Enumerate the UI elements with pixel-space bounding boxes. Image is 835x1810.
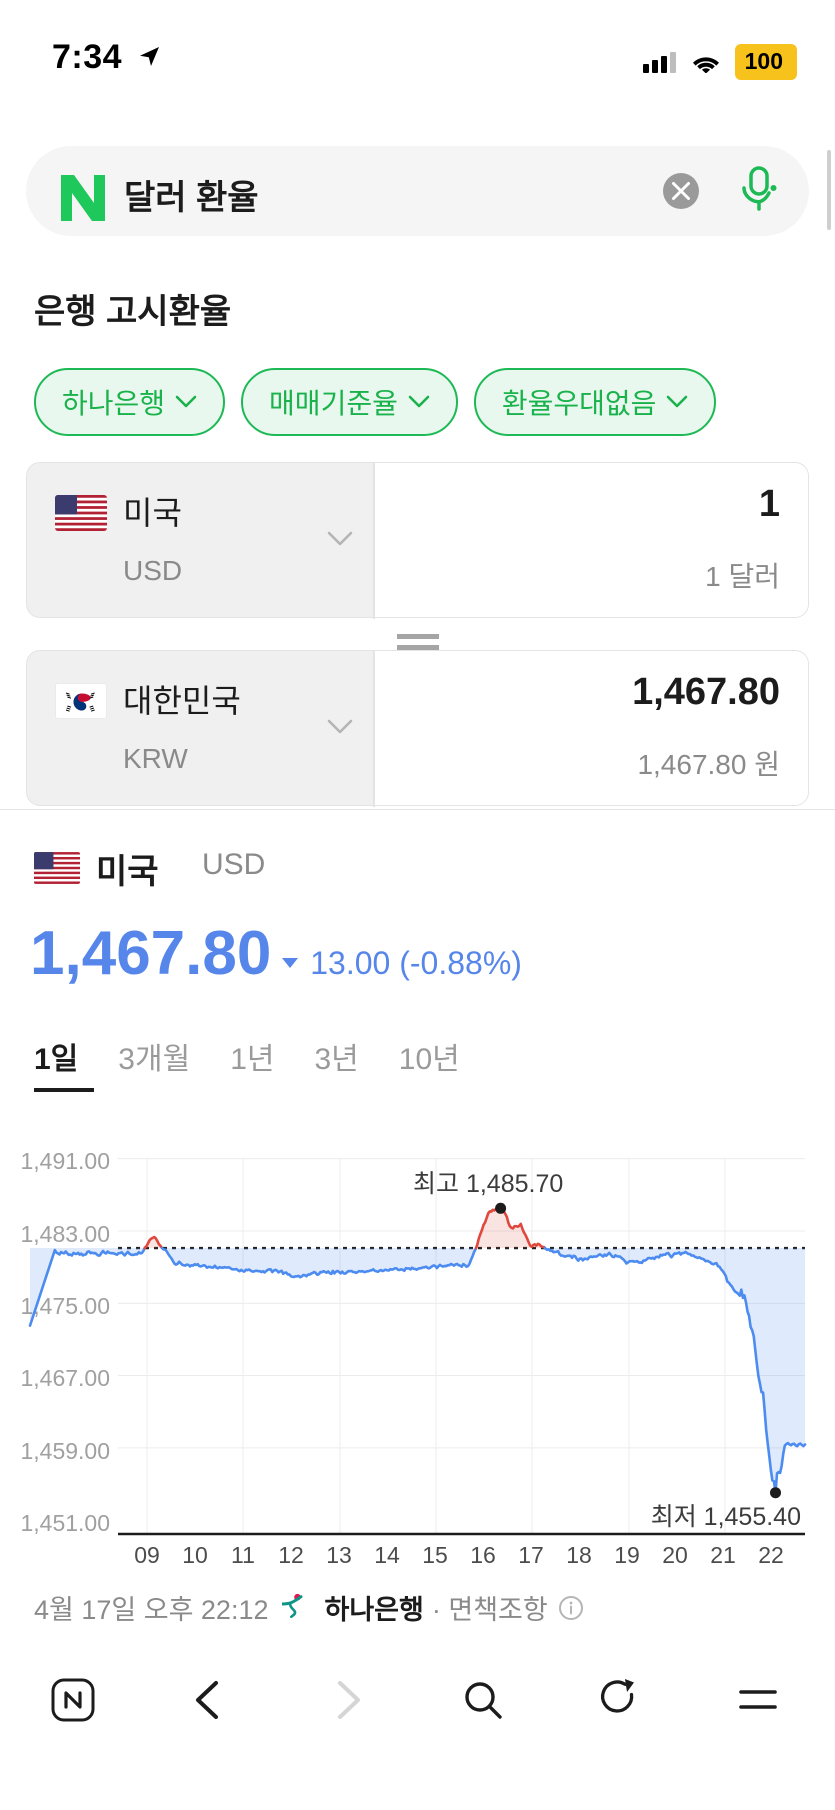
svg-text:최고 1,485.70: 최고 1,485.70 [413, 1170, 563, 1198]
svg-text:최저 1,455.40: 최저 1,455.40 [651, 1503, 801, 1531]
